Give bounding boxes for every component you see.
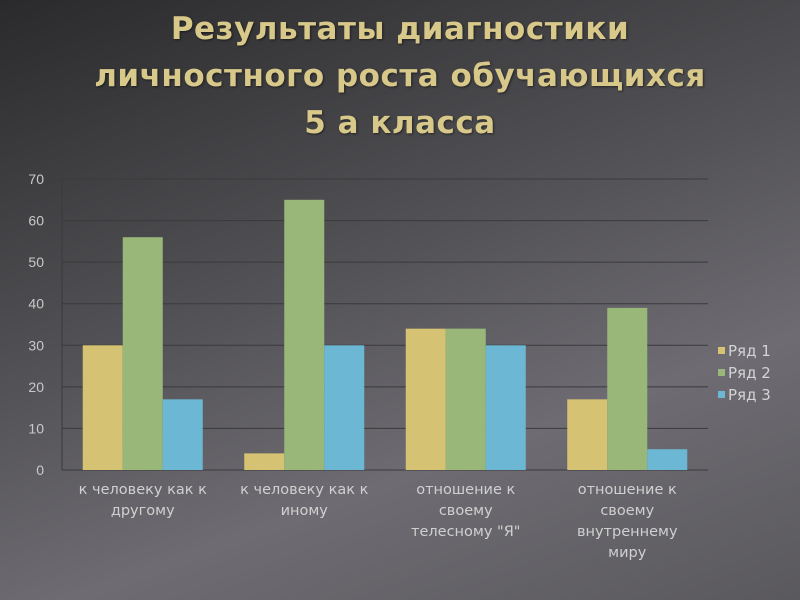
x-category-label: к человеку как к иному (240, 482, 368, 519)
y-tick-label: 60 (28, 213, 44, 229)
bar (122, 237, 163, 470)
bar (82, 345, 123, 470)
bar (485, 345, 526, 470)
x-category-label: к человеку как к другому (79, 482, 207, 519)
title-line-2: личностного роста обучающихся (94, 58, 706, 94)
bar (607, 307, 648, 470)
legend-swatch (718, 391, 725, 398)
legend-label: Ряд 1 (728, 342, 771, 360)
y-tick-label: 70 (28, 171, 44, 187)
bar (647, 449, 688, 470)
bar (284, 199, 325, 471)
bar (445, 328, 486, 470)
y-tick-label: 50 (28, 254, 44, 270)
legend-swatch (718, 347, 725, 354)
slide-title: Результаты диагностики личностного роста… (0, 6, 800, 147)
legend-label: Ряд 3 (728, 386, 771, 404)
bar (244, 453, 285, 470)
y-tick-label: 10 (28, 420, 44, 436)
y-tick-label: 20 (28, 379, 44, 395)
bar (405, 328, 446, 470)
bar (162, 399, 203, 470)
y-tick-label: 30 (28, 337, 44, 353)
bar (567, 399, 608, 470)
legend-label: Ряд 2 (728, 364, 771, 382)
y-tick-label: 40 (28, 296, 44, 312)
x-category-label: отношение к своему внутреннему миру (577, 482, 678, 561)
y-tick-label: 0 (36, 462, 44, 478)
legend-swatch (718, 369, 725, 376)
title-line-1: Результаты диагностики (170, 11, 630, 47)
x-category-label: отношение к своему телесному "Я" (411, 482, 520, 540)
title-line-3: 5 а класса (304, 105, 496, 141)
bar (324, 345, 365, 470)
